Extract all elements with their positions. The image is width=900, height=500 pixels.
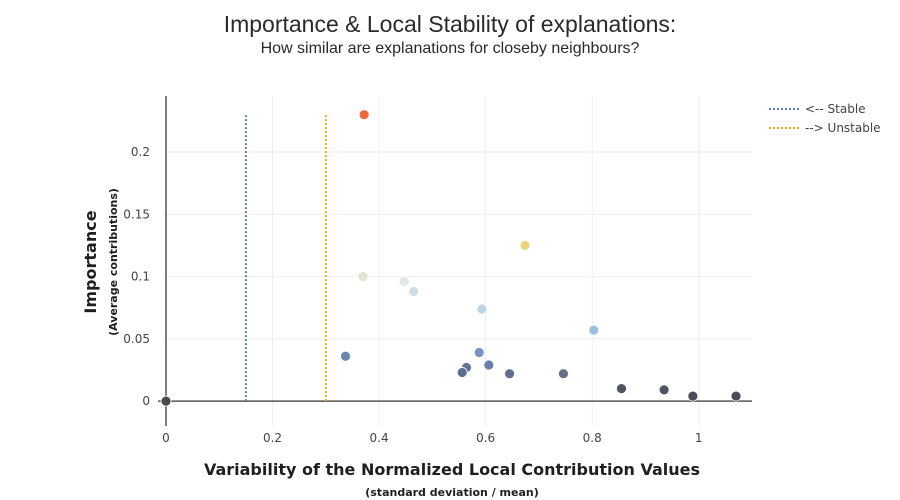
y-axis-subtitle: (Average contributions): [107, 188, 120, 336]
y-axis-title: Importance: [81, 210, 100, 313]
y-tick-label: 0.15: [123, 207, 150, 221]
grid-lines: [166, 96, 752, 426]
data-point[interactable]: [473, 347, 485, 358]
data-point[interactable]: [504, 368, 516, 380]
data-point[interactable]: [483, 359, 495, 371]
data-point[interactable]: [519, 240, 531, 251]
data-point[interactable]: [398, 276, 410, 287]
x-tick-label: 1: [695, 431, 703, 445]
data-point[interactable]: [588, 324, 600, 336]
data-points: [160, 109, 742, 407]
data-point[interactable]: [357, 271, 369, 282]
axes: [158, 96, 752, 426]
threshold-lines: [244, 114, 327, 402]
x-tick-label: 0.4: [370, 431, 389, 445]
x-tick-label: 0.2: [263, 431, 282, 445]
data-point[interactable]: [358, 109, 370, 121]
data-point[interactable]: [160, 395, 172, 407]
y-tick-label: 0.2: [131, 145, 150, 159]
data-point[interactable]: [730, 390, 742, 402]
x-axis-subtitle: (standard deviation / mean): [365, 486, 539, 499]
chart-subtitle: How similar are explanations for closeby…: [261, 40, 640, 57]
data-point[interactable]: [340, 350, 351, 362]
data-point[interactable]: [476, 303, 488, 315]
legend-label-stable[interactable]: <-- Stable: [805, 102, 866, 116]
tick-labels: 0 0.2 0.4 0.6 0.8 1 0 0.05 0.1 0.15 0.2: [123, 145, 702, 445]
data-point[interactable]: [408, 286, 420, 297]
data-point[interactable]: [456, 367, 468, 378]
y-tick-label: 0.05: [123, 332, 150, 346]
x-tick-label: 0.6: [476, 431, 495, 445]
data-point[interactable]: [616, 383, 627, 395]
y-tick-label: 0.1: [131, 270, 150, 284]
x-tick-label: 0.8: [583, 431, 602, 445]
data-point[interactable]: [658, 384, 670, 396]
data-point[interactable]: [687, 390, 699, 402]
legend[interactable]: <-- Stable --> Unstable: [769, 102, 881, 135]
x-axis-title: Variability of the Normalized Local Cont…: [204, 460, 700, 479]
data-point[interactable]: [558, 368, 569, 380]
chart-title: Importance & Local Stability of explanat…: [224, 11, 677, 37]
x-tick-label: 0: [162, 431, 170, 445]
legend-label-unstable[interactable]: --> Unstable: [805, 121, 881, 135]
y-tick-label: 0: [142, 394, 150, 408]
